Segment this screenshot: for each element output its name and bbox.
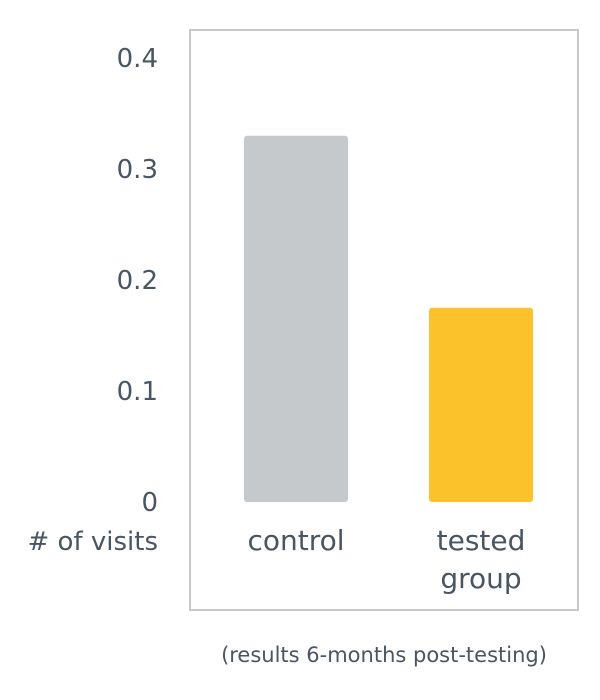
- bar-tested-group: [429, 307, 533, 502]
- plot-frame: [189, 29, 579, 611]
- y-tick-label: 0.1: [117, 377, 158, 407]
- y-tick-label: 0.3: [117, 155, 158, 185]
- y-tick-label: 0: [141, 488, 158, 518]
- bars: [244, 135, 533, 502]
- y-tick-label: 0.2: [117, 266, 158, 296]
- category-label: group: [440, 562, 521, 595]
- category-labels: control tested group: [247, 524, 525, 595]
- y-tick-label: 0.4: [117, 44, 158, 74]
- y-axis-ticks: 0.4 0.3 0.2 0.1 0: [117, 44, 158, 518]
- bar-control: [244, 135, 348, 502]
- y-axis-label: # of visits: [28, 527, 159, 557]
- chart-annotation: (results 6-months post-testing): [221, 643, 547, 667]
- category-label: tested: [437, 524, 526, 557]
- category-label: control: [247, 524, 344, 557]
